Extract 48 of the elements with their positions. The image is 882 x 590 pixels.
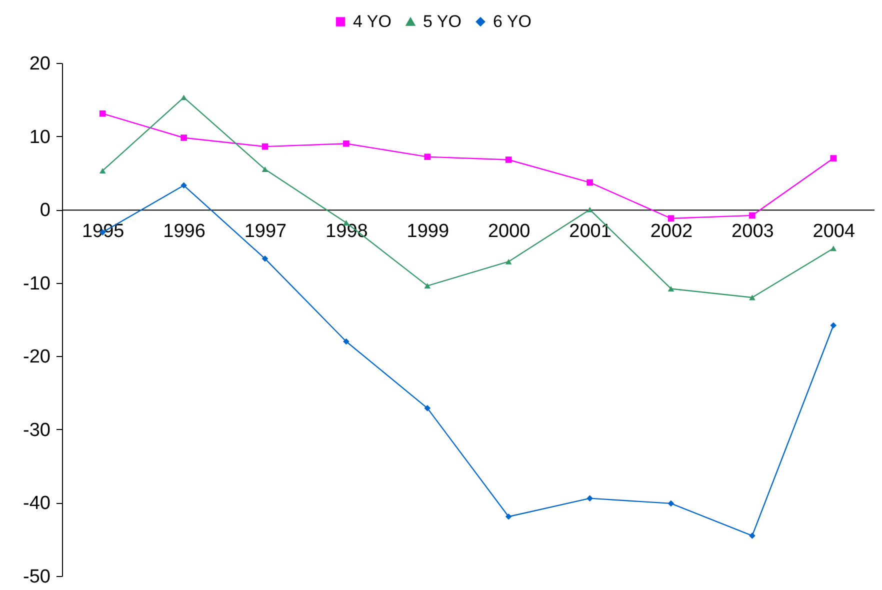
legend-label: 5 YO [423, 12, 462, 31]
x-tick-label: 2001 [569, 221, 612, 242]
y-tick-label: -10 [23, 273, 50, 294]
point [180, 94, 187, 100]
point [505, 513, 512, 520]
y-tick-label: -50 [23, 566, 50, 588]
point [99, 110, 106, 117]
point [830, 246, 837, 252]
point [262, 256, 268, 262]
point [586, 179, 593, 186]
point [586, 495, 593, 502]
point [424, 154, 431, 160]
y-tick-label: -40 [23, 493, 50, 514]
point [99, 168, 106, 174]
y-tick-label: 10 [29, 126, 50, 148]
x-tick-label: 2003 [732, 221, 774, 242]
point [830, 155, 837, 162]
y-tick-label: -30 [23, 420, 50, 441]
x-tick-label: 1996 [163, 221, 206, 242]
point [668, 215, 674, 222]
point [749, 294, 756, 300]
x-tick-label: 2002 [650, 221, 693, 242]
point [668, 500, 674, 507]
point [424, 405, 431, 412]
x-tick-label: 1995 [82, 221, 124, 242]
y-tick-label: -20 [23, 346, 50, 368]
legend-label: 6 YO [493, 12, 532, 31]
point [830, 322, 837, 329]
x-tick-label: 1999 [406, 221, 450, 242]
legend-label: 4 YO [353, 12, 392, 31]
point [180, 134, 187, 141]
point [586, 206, 593, 212]
point [262, 166, 268, 172]
point [424, 283, 431, 289]
point [180, 182, 187, 189]
point [343, 140, 350, 147]
point [505, 258, 512, 264]
y-tick-label: 0 [40, 200, 50, 222]
x-tick-label: 2000 [488, 221, 530, 242]
point [749, 532, 756, 539]
y-tick-label: 20 [29, 54, 50, 74]
point [262, 143, 268, 150]
point [749, 212, 756, 219]
point [343, 338, 350, 345]
point [505, 156, 512, 163]
point [668, 286, 674, 292]
x-tick-label: 2004 [812, 221, 856, 242]
x-tick-label: 1997 [244, 221, 287, 242]
